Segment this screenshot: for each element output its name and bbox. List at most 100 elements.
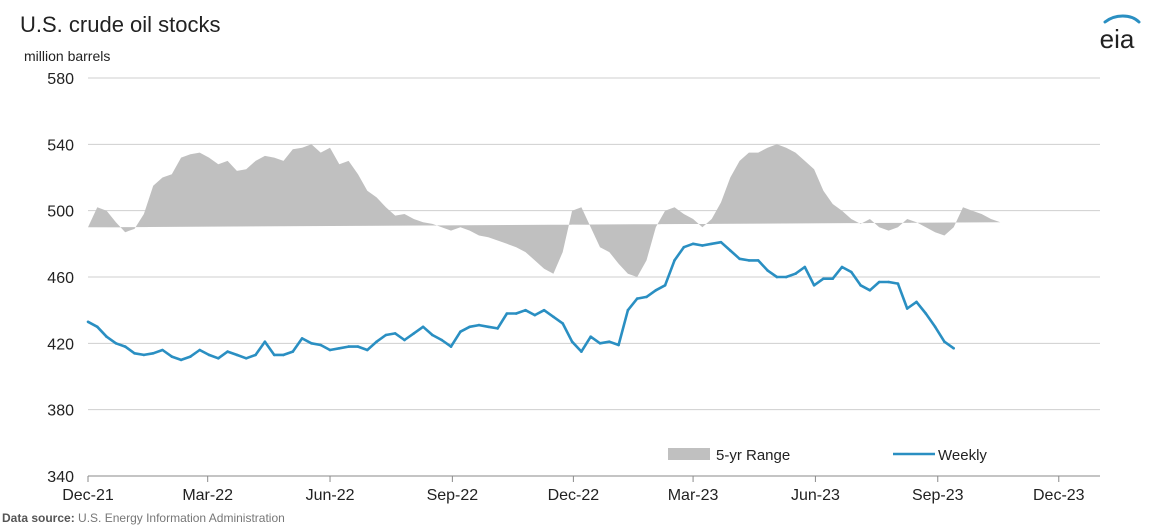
weekly-point bbox=[366, 348, 369, 352]
weekly-point bbox=[226, 350, 229, 353]
eia-logo-text: eia bbox=[1100, 24, 1135, 54]
weekly-point bbox=[943, 340, 946, 344]
weekly-point bbox=[933, 325, 937, 329]
weekly-point bbox=[663, 284, 667, 287]
weekly-point bbox=[673, 259, 676, 262]
weekly-point bbox=[133, 352, 136, 355]
eia-logo-swoosh bbox=[1103, 14, 1141, 24]
weekly-point bbox=[198, 348, 201, 352]
weekly-point bbox=[487, 325, 490, 329]
weekly-point bbox=[272, 353, 276, 357]
weekly-point bbox=[338, 347, 341, 350]
y-tick-label-340: 340 bbox=[47, 469, 74, 486]
weekly-point bbox=[598, 342, 602, 345]
x-tick-label: Mar-22 bbox=[182, 487, 233, 504]
weekly-point bbox=[505, 312, 509, 315]
x-tick-label: Jun-23 bbox=[791, 487, 840, 504]
weekly-point bbox=[580, 350, 583, 353]
weekly-point bbox=[328, 348, 332, 352]
eia-logo: eia bbox=[1100, 14, 1141, 54]
weekly-point bbox=[710, 242, 713, 246]
weekly-point bbox=[477, 323, 481, 327]
weekly-point bbox=[514, 312, 518, 315]
weekly-point bbox=[114, 342, 118, 345]
y-tick-label-420: 420 bbox=[47, 336, 74, 353]
weekly-point bbox=[794, 272, 797, 276]
weekly-point bbox=[403, 338, 406, 342]
weekly-point bbox=[161, 348, 164, 352]
weekly-point bbox=[626, 308, 630, 312]
weekly-point bbox=[887, 280, 890, 284]
weekly-point bbox=[179, 358, 183, 362]
x-tick-label: Jun-22 bbox=[306, 487, 355, 504]
x-tick-label: Mar-23 bbox=[668, 487, 719, 504]
weekly-point bbox=[524, 308, 527, 312]
weekly-point bbox=[747, 259, 751, 262]
x-tick-label: Sep-22 bbox=[427, 487, 479, 504]
y-tick-label-540: 540 bbox=[47, 137, 74, 154]
weekly-point bbox=[850, 270, 853, 274]
weekly-point bbox=[375, 340, 378, 344]
x-tick-label: Sep-23 bbox=[912, 487, 964, 504]
weekly-point bbox=[412, 332, 416, 335]
weekly-point bbox=[859, 284, 862, 287]
weekly-point bbox=[645, 295, 648, 299]
weekly-point bbox=[738, 257, 741, 261]
weekly-point bbox=[561, 322, 564, 325]
weekly-point bbox=[86, 320, 90, 324]
y-tick-label-460: 460 bbox=[47, 270, 74, 287]
weekly-point bbox=[682, 245, 686, 249]
y-tick-label-500: 500 bbox=[47, 204, 74, 221]
data-source-value: U.S. Energy Information Administration bbox=[78, 511, 285, 525]
weekly-point bbox=[812, 284, 816, 287]
weekly-point bbox=[440, 338, 444, 342]
weekly-point bbox=[756, 259, 760, 262]
weekly-point bbox=[784, 275, 788, 279]
weekly-point bbox=[533, 313, 537, 317]
weekly-point bbox=[217, 357, 220, 360]
weekly-point bbox=[282, 353, 285, 357]
weekly-point bbox=[496, 327, 499, 330]
weekly-point bbox=[142, 353, 146, 357]
weekly-point bbox=[691, 242, 695, 246]
weekly-point bbox=[421, 325, 425, 329]
weekly-point bbox=[300, 337, 304, 340]
weekly-point bbox=[263, 340, 267, 344]
weekly-point bbox=[831, 277, 834, 281]
weekly-point bbox=[244, 357, 248, 360]
weekly-point bbox=[319, 343, 323, 347]
weekly-point bbox=[96, 325, 99, 329]
weekly-point bbox=[608, 340, 611, 344]
weekly-point bbox=[905, 307, 909, 310]
weekly-point bbox=[589, 335, 592, 339]
legend-label-range: 5-yr Range bbox=[716, 447, 790, 464]
weekly-point bbox=[775, 275, 779, 279]
weekly-point bbox=[552, 315, 555, 319]
weekly-point bbox=[310, 342, 313, 345]
weekly-point bbox=[459, 330, 462, 334]
weekly-point bbox=[207, 353, 211, 357]
weekly-point bbox=[105, 335, 108, 339]
legend-swatch-range bbox=[668, 448, 710, 460]
weekly-point bbox=[617, 343, 620, 347]
weekly-point bbox=[822, 277, 825, 281]
weekly-point bbox=[896, 282, 900, 285]
x-tick-label: Dec-22 bbox=[548, 487, 600, 504]
weekly-point bbox=[393, 332, 397, 335]
x-tick-label: Dec-21 bbox=[62, 487, 114, 504]
weekly-point bbox=[291, 350, 295, 353]
weekly-point bbox=[235, 353, 239, 357]
weekly-point bbox=[123, 345, 127, 348]
weekly-point bbox=[254, 353, 257, 357]
chart-title: U.S. crude oil stocks bbox=[20, 12, 221, 37]
y-tick-label-380: 380 bbox=[47, 403, 74, 420]
weekly-point bbox=[915, 300, 918, 304]
weekly-point bbox=[384, 333, 388, 337]
weekly-point bbox=[189, 355, 192, 358]
weekly-point bbox=[151, 352, 155, 355]
weekly-point bbox=[356, 345, 360, 348]
weekly-point bbox=[766, 269, 769, 272]
data-source-label: Data source: bbox=[2, 511, 75, 525]
weekly-point bbox=[449, 345, 453, 348]
